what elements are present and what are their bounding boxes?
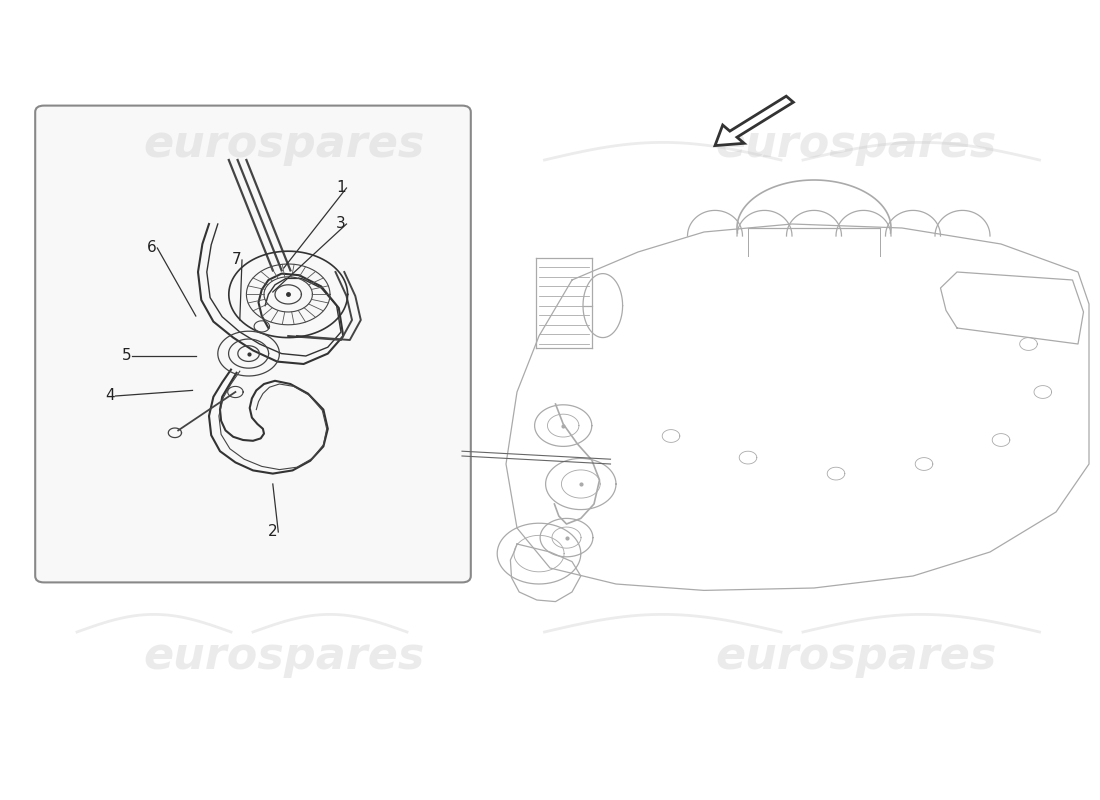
Text: eurospares: eurospares <box>143 122 425 166</box>
Text: eurospares: eurospares <box>715 634 997 678</box>
Text: eurospares: eurospares <box>143 634 425 678</box>
Text: 6: 6 <box>147 241 156 255</box>
Text: 7: 7 <box>232 253 241 267</box>
Text: 5: 5 <box>122 349 131 363</box>
FancyBboxPatch shape <box>35 106 471 582</box>
Text: 3: 3 <box>337 217 345 231</box>
Text: 1: 1 <box>337 181 345 195</box>
Text: 2: 2 <box>268 525 277 539</box>
Text: eurospares: eurospares <box>715 122 997 166</box>
FancyArrow shape <box>715 96 793 146</box>
Text: 4: 4 <box>106 389 114 403</box>
